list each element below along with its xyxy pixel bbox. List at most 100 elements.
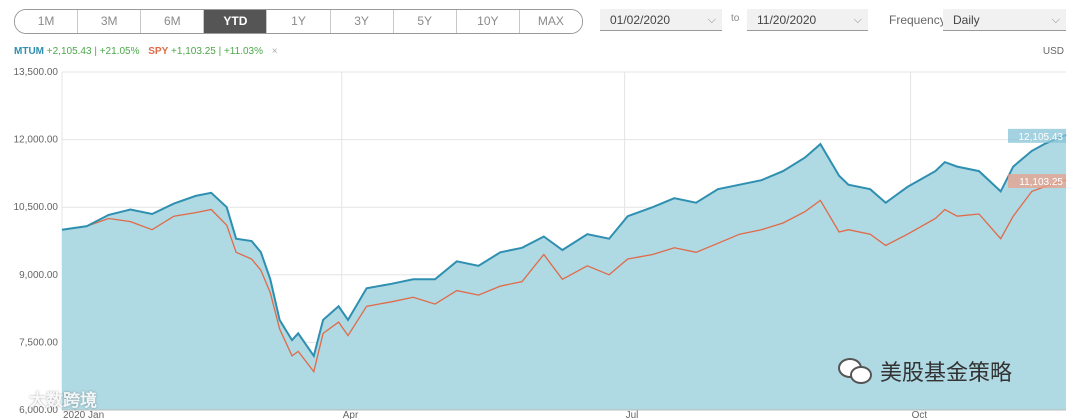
mtum-end-label: 12,105.43 bbox=[1019, 132, 1064, 143]
range-tab-3m[interactable]: 3M bbox=[78, 10, 142, 33]
mtum-point bbox=[956, 166, 958, 168]
range-tab-max[interactable]: MAX bbox=[519, 10, 582, 33]
range-tab-5y[interactable]: 5Y bbox=[393, 10, 457, 33]
mtum-point bbox=[885, 202, 887, 204]
mtum-point bbox=[804, 157, 806, 159]
mtum-point bbox=[297, 332, 299, 334]
x-tick-label: Oct bbox=[912, 410, 928, 419]
chevron-down-icon: ⌵ bbox=[853, 14, 862, 26]
to-label: to bbox=[731, 13, 740, 24]
spy-point bbox=[782, 222, 784, 224]
range-tab-6m[interactable]: 6M bbox=[141, 10, 205, 33]
mtum-point bbox=[695, 202, 697, 204]
spy-point bbox=[586, 265, 588, 267]
legend: MTUM +2,105.43 | +21.05% SPY +1,103.25 |… bbox=[14, 46, 278, 57]
spy-point bbox=[760, 229, 762, 231]
mtum-point bbox=[906, 186, 908, 188]
mtum-point bbox=[279, 319, 281, 321]
mtum-point bbox=[456, 260, 458, 262]
mtum-point bbox=[782, 170, 784, 172]
spy-point bbox=[521, 281, 523, 283]
y-tick-label: 7,500.00 bbox=[19, 337, 58, 348]
mtum-point bbox=[478, 265, 480, 267]
mtum-point bbox=[1065, 134, 1067, 136]
y-tick-label: 9,000.00 bbox=[19, 270, 58, 281]
watermark-right: 美股基金策略 bbox=[838, 355, 1012, 387]
frequency-select[interactable]: Daily ⌵ bbox=[943, 9, 1066, 31]
spy-point bbox=[499, 285, 501, 287]
range-tabs: 1M 3M 6M YTD 1Y 3Y 5Y 10Y MAX bbox=[14, 9, 583, 34]
mtum-point bbox=[108, 214, 110, 216]
range-tab-1m[interactable]: 1M bbox=[15, 10, 79, 33]
spy-end-label-box bbox=[1008, 174, 1066, 189]
y-tick-label: 12,000.00 bbox=[14, 135, 59, 146]
spy-point bbox=[235, 251, 237, 253]
mtum-point bbox=[195, 195, 197, 197]
close-icon[interactable]: × bbox=[271, 46, 278, 57]
to-date-select[interactable]: 11/20/2020 ⌵ bbox=[747, 9, 868, 31]
spy-point bbox=[838, 231, 840, 233]
spy-point bbox=[434, 303, 436, 305]
mtum-point bbox=[269, 278, 271, 280]
y-tick-label: 6,000.00 bbox=[19, 405, 58, 416]
spy-point bbox=[108, 217, 110, 219]
mtum-point bbox=[151, 213, 153, 215]
spy-point bbox=[847, 229, 849, 231]
mtum-point bbox=[627, 215, 629, 217]
spy-point bbox=[338, 321, 340, 323]
legend-mtum-name: MTUM bbox=[14, 46, 44, 57]
watermark-logo-icon bbox=[4, 389, 23, 408]
spy-point bbox=[1000, 238, 1002, 240]
spy-point bbox=[1012, 215, 1014, 217]
mtum-point bbox=[291, 339, 293, 341]
spy-point bbox=[347, 335, 349, 337]
mtum-point bbox=[561, 249, 563, 251]
mtum-point bbox=[1012, 166, 1014, 168]
legend-mtum-change: +2,105.43 | +21.05% bbox=[46, 46, 140, 57]
spy-point bbox=[173, 215, 175, 217]
mtum-point bbox=[390, 283, 392, 285]
mtum-point bbox=[838, 175, 840, 177]
spy-point bbox=[885, 245, 887, 247]
watermark-left: 大数跨境 bbox=[4, 386, 97, 411]
mtum-point bbox=[322, 319, 324, 321]
frequency-value: Daily bbox=[953, 13, 980, 27]
from-date-select[interactable]: 01/02/2020 ⌵ bbox=[600, 9, 722, 31]
spy-point bbox=[151, 229, 153, 231]
mtum-point bbox=[652, 206, 654, 208]
range-tab-3y[interactable]: 3Y bbox=[330, 10, 394, 33]
mtum-line bbox=[61, 133, 1067, 359]
spy-point bbox=[627, 258, 629, 260]
mtum-point bbox=[235, 238, 237, 240]
mtum-point bbox=[978, 170, 980, 172]
mtum-point bbox=[251, 240, 253, 242]
y-tick-label: 13,500.00 bbox=[14, 67, 59, 78]
spy-point bbox=[1043, 186, 1045, 188]
wechat-icon bbox=[838, 356, 872, 384]
mtum-point bbox=[366, 287, 368, 289]
spy-point bbox=[291, 355, 293, 357]
spy-point bbox=[608, 274, 610, 276]
range-tab-10y[interactable]: 10Y bbox=[456, 10, 520, 33]
chevron-down-icon: ⌵ bbox=[1051, 14, 1060, 26]
mtum-point bbox=[260, 251, 262, 253]
mtum-point bbox=[944, 161, 946, 163]
mtum-end-label-box bbox=[1008, 128, 1066, 143]
spy-point bbox=[944, 208, 946, 210]
mtum-point bbox=[760, 179, 762, 181]
mtum-point bbox=[1043, 143, 1045, 145]
mtum-point bbox=[210, 192, 212, 194]
mtum-point bbox=[338, 305, 340, 307]
spy-point bbox=[210, 208, 212, 210]
range-tab-ytd[interactable]: YTD bbox=[204, 10, 268, 33]
spy-point bbox=[739, 233, 741, 235]
mtum-point bbox=[586, 233, 588, 235]
spy-point bbox=[260, 269, 262, 271]
range-tab-1y[interactable]: 1Y bbox=[267, 10, 331, 33]
mtum-point bbox=[521, 247, 523, 249]
spy-point bbox=[412, 296, 414, 298]
spy-point bbox=[61, 229, 63, 231]
spy-point bbox=[1031, 190, 1033, 192]
mtum-point bbox=[412, 278, 414, 280]
spy-end-label: 11,103.25 bbox=[1019, 177, 1063, 188]
